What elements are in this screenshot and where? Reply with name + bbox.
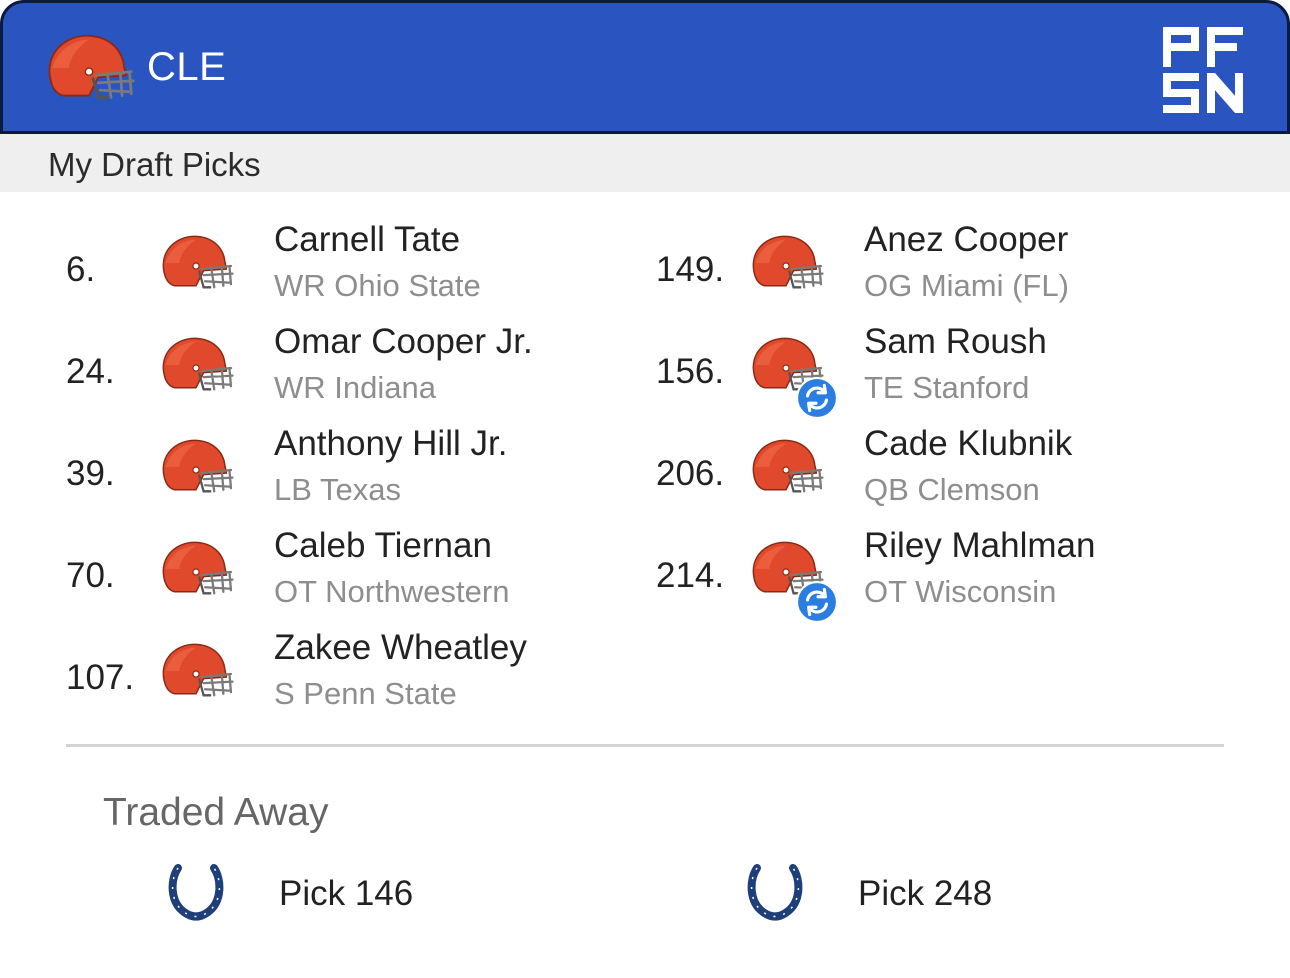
section-header: My Draft Picks <box>0 134 1290 192</box>
pick-number: 149. <box>656 250 725 289</box>
player-position-school: OT Northwestern <box>274 574 510 609</box>
pick-number: 214. <box>656 556 725 595</box>
traded-pick-label: Pick 146 <box>279 874 414 913</box>
draft-pick-row[interactable]: 156. Sam Roush TE Stanford <box>656 322 1216 422</box>
browns-helmet-icon <box>158 232 234 294</box>
pick-number: 70. <box>66 556 115 595</box>
player-name: Cade Klubnik <box>864 424 1073 463</box>
player-name: Caleb Tiernan <box>274 526 492 565</box>
player-position-school: LB Texas <box>274 472 401 507</box>
player-name: Anthony Hill Jr. <box>274 424 508 463</box>
pick-number: 156. <box>656 352 725 391</box>
player-position-school: TE Stanford <box>864 370 1030 405</box>
draft-pick-row[interactable]: 24. Omar Cooper Jr. WR Indiana <box>66 322 626 422</box>
browns-helmet-icon <box>158 334 234 396</box>
browns-helmet-icon <box>158 538 234 600</box>
draft-pick-row[interactable]: 39. Anthony Hill Jr. LB Texas <box>66 424 626 524</box>
browns-helmet-icon <box>748 436 824 498</box>
browns-helmet-icon <box>158 640 234 702</box>
pick-number: 107. <box>66 658 135 697</box>
traded-away-title: Traded Away <box>103 791 329 834</box>
pfsn-logo <box>1163 27 1243 113</box>
draft-pick-row[interactable]: 149. Anez Cooper OG Miami (FL) <box>656 220 1216 320</box>
trade-swap-icon <box>796 377 838 419</box>
player-position-school: WR Ohio State <box>274 268 481 303</box>
draft-pick-row[interactable]: 6. Carnell Tate WR Ohio State <box>66 220 626 320</box>
player-position-school: S Penn State <box>274 676 457 711</box>
player-name: Anez Cooper <box>864 220 1069 259</box>
traded-pick-label: Pick 248 <box>858 874 993 913</box>
player-name: Carnell Tate <box>274 220 461 259</box>
draft-pick-row[interactable]: 214. Riley Mahlman OT Wisconsin <box>656 526 1216 626</box>
browns-helmet-icon <box>748 232 824 294</box>
browns-helmet-icon <box>158 436 234 498</box>
colts-horseshoe-icon <box>745 862 805 922</box>
traded-pick-item[interactable]: Pick 146 <box>166 862 566 926</box>
draft-pick-row[interactable]: 206. Cade Klubnik QB Clemson <box>656 424 1216 524</box>
draft-pick-row[interactable]: 107. Zakee Wheatley S Penn State <box>66 628 626 728</box>
player-name: Sam Roush <box>864 322 1047 361</box>
team-header: CLE <box>0 0 1290 134</box>
pick-number: 39. <box>66 454 115 493</box>
pick-number: 6. <box>66 250 96 289</box>
colts-horseshoe-icon <box>166 862 226 922</box>
browns-helmet-icon <box>43 31 135 105</box>
player-name: Zakee Wheatley <box>274 628 527 667</box>
section-divider <box>66 744 1224 747</box>
team-abbreviation: CLE <box>147 45 227 89</box>
pick-number: 206. <box>656 454 725 493</box>
player-name: Riley Mahlman <box>864 526 1096 565</box>
trade-swap-icon <box>796 581 838 623</box>
traded-pick-item[interactable]: Pick 248 <box>745 862 1145 926</box>
player-position-school: WR Indiana <box>274 370 436 405</box>
section-title: My Draft Picks <box>48 146 261 183</box>
player-position-school: OT Wisconsin <box>864 574 1057 609</box>
pick-number: 24. <box>66 352 115 391</box>
player-position-school: OG Miami (FL) <box>864 268 1069 303</box>
player-name: Omar Cooper Jr. <box>274 322 533 361</box>
draft-pick-row[interactable]: 70. Caleb Tiernan OT Northwestern <box>66 526 626 626</box>
player-position-school: QB Clemson <box>864 472 1040 507</box>
